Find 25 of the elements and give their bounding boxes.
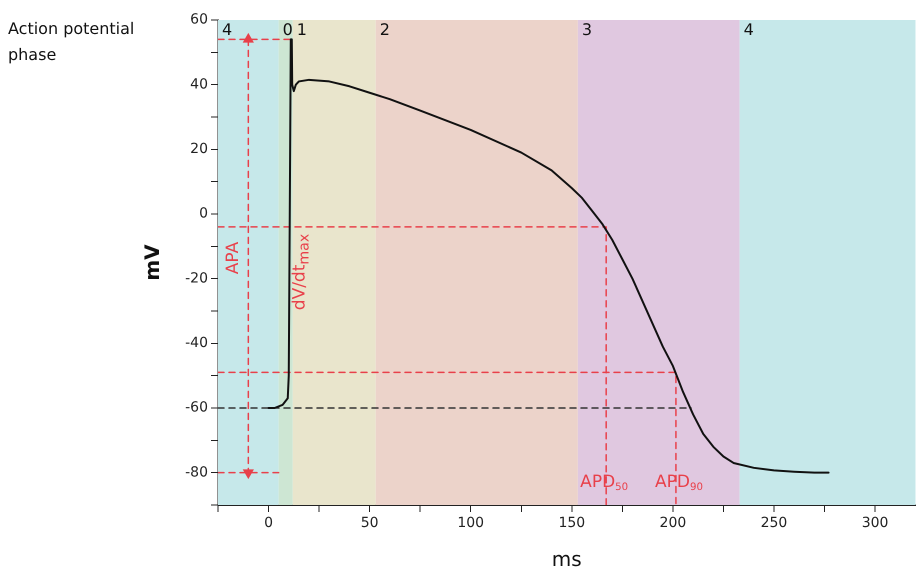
x-tick-label: 100 <box>457 515 484 532</box>
annotation: APA <box>223 242 243 274</box>
band-label: 4 <box>222 20 232 40</box>
band-label: 2 <box>380 20 390 40</box>
y-axis-title: mV <box>140 244 164 281</box>
y-tick-label: -40 <box>185 334 208 351</box>
x-tick-label: 300 <box>862 515 888 532</box>
y-tick-label: 60 <box>190 12 208 28</box>
x-tick-label: 250 <box>760 515 788 532</box>
x-tick-label: 150 <box>558 515 586 532</box>
x-tick-label: 200 <box>660 515 686 532</box>
band-label: 1 <box>296 20 307 40</box>
band-label: 0 <box>282 20 293 40</box>
y-tick-label: 0 <box>199 206 208 222</box>
y-tick-label: 20 <box>190 140 208 157</box>
band-label: 4 <box>744 20 754 40</box>
x-tick-label: 0 <box>264 515 274 532</box>
x-axis-title: ms <box>552 547 582 572</box>
band-label: 3 <box>582 20 592 40</box>
x-tick-label: 50 <box>360 515 379 532</box>
y-tick-label: 40 <box>190 76 208 92</box>
y-tick-label: -20 <box>185 270 208 286</box>
text: Action potential phase <box>8 18 136 66</box>
y-tick-label: -60 <box>185 400 208 416</box>
y-tick-label: -80 <box>185 464 208 480</box>
